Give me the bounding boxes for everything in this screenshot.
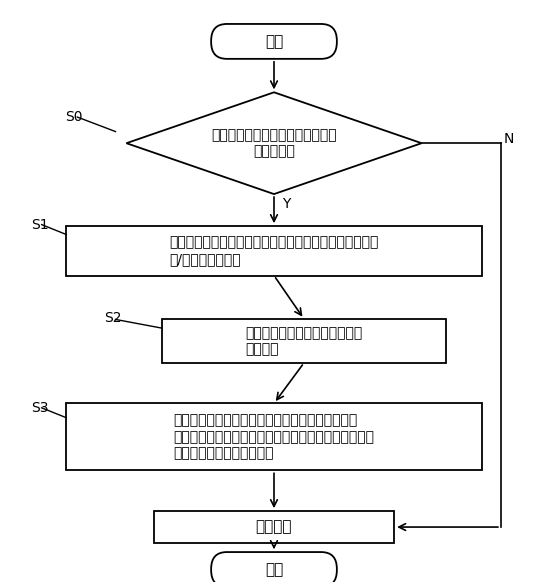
Text: 基于所述输入线路的阻抗，控制所述输入线路的电
压降以限制所述输入线路的电流，使得所述输入线路在
充电时的功率低于安全值。: 基于所述输入线路的阻抗，控制所述输入线路的电 压降以限制所述输入线路的电流，使得… <box>174 414 374 460</box>
Text: 基于所述采样计算所述输入线路
的阻抗；: 基于所述采样计算所述输入线路 的阻抗； <box>246 326 363 356</box>
Text: 结束: 结束 <box>265 562 283 577</box>
Text: S2: S2 <box>105 311 122 325</box>
Text: 在正式充电前多次对所述输入线路上车载充电机端的电压
和/或电流进行采样: 在正式充电前多次对所述输入线路上车载充电机端的电压 和/或电流进行采样 <box>169 236 379 266</box>
Text: 判断允许的输入电流是否达到预设
第一电流值: 判断允许的输入电流是否达到预设 第一电流值 <box>211 128 337 159</box>
Text: 开始: 开始 <box>265 34 283 49</box>
Text: S1: S1 <box>31 217 48 231</box>
Text: S0: S0 <box>65 110 83 124</box>
Text: 正常充电: 正常充电 <box>256 519 292 535</box>
Text: N: N <box>504 132 514 146</box>
Text: Y: Y <box>282 197 290 211</box>
Text: S3: S3 <box>31 401 48 415</box>
